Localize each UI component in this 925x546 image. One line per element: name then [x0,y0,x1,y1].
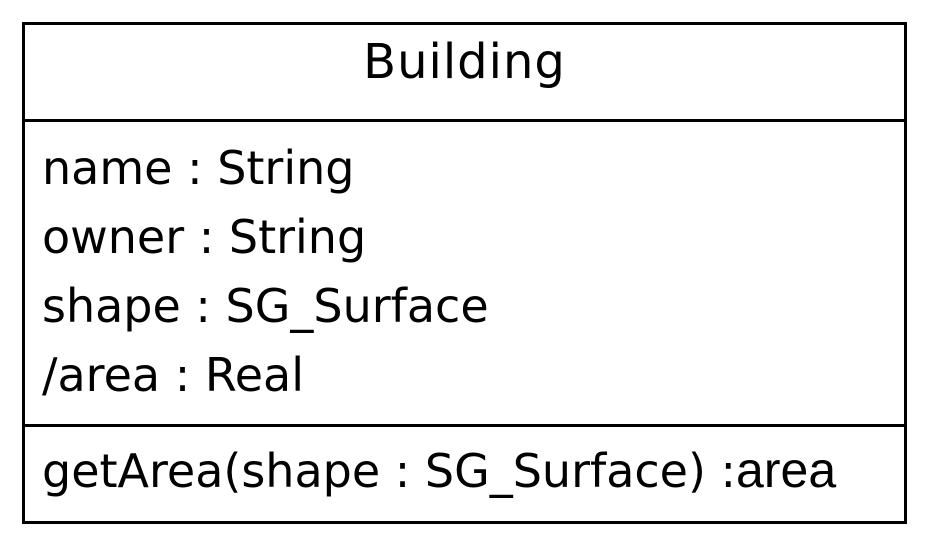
operation-get-area: getArea(shape : SG_Surface) :area [42,439,836,502]
attribute-shape: shape : SG_Surface [42,279,489,333]
operations-compartment: getArea(shape : SG_Surface) :area [25,427,904,521]
operation-list: getArea(shape : SG_Surface) :area [42,439,836,502]
operation-return-type: area [736,442,837,498]
operation-signature: getArea(shape : SG_Surface) : [42,444,737,498]
class-name-compartment: Building [25,25,904,122]
attribute-area: /area : Real [42,348,304,402]
attribute-name: name : String [42,141,355,195]
attribute-owner: owner : String [42,210,367,264]
attributes-compartment: name : String owner : String shape : SG_… [25,122,904,427]
class-name: Building [363,34,566,90]
attribute-list: name : String owner : String shape : SG_… [42,134,489,410]
uml-class-building: Building name : String owner : String sh… [22,22,907,524]
